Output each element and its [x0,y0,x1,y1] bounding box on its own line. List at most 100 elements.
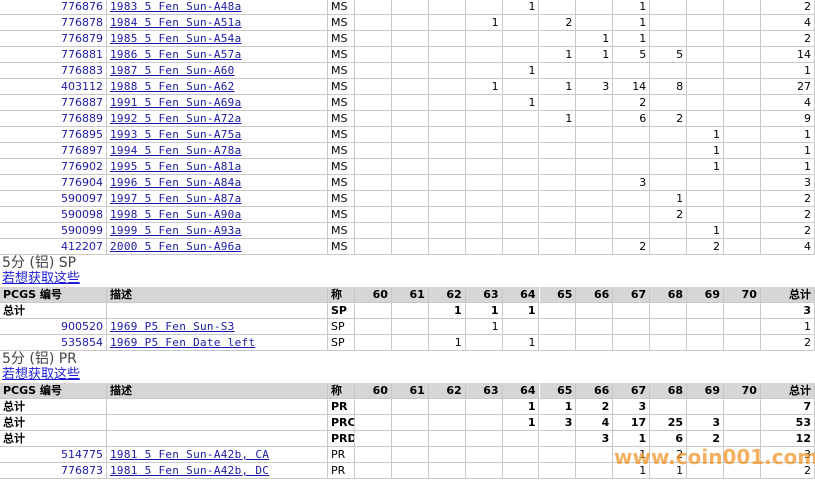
grade-count [724,95,761,111]
unlock-link[interactable]: 若想获取这些 [2,367,81,382]
total-count: 12 [760,431,815,447]
description[interactable]: 1993 5 Fen Sun-A75a [107,127,328,143]
grade-count [428,79,466,95]
column-header: 总计 [760,383,815,399]
pcgs-number[interactable]: 776902 [0,159,107,175]
description[interactable]: 1996 5 Fen Sun-A84a [107,175,328,191]
description[interactable]: 1969 P5 Fen Date left [107,335,328,351]
pcgs-number[interactable]: 535854 [0,335,107,351]
grade-count: 2 [576,399,614,415]
description[interactable]: 1986 5 Fen Sun-A57a [107,47,328,63]
grade-count [465,191,503,207]
designation: SP [328,335,355,351]
total-label: 总计 [0,431,107,447]
pcgs-number[interactable]: 776889 [0,111,107,127]
pcgs-number[interactable]: 776873 [0,463,107,479]
grade-count: 1 [465,319,503,335]
pcgs-number[interactable]: 776887 [0,95,107,111]
description[interactable]: 1969 P5 Fen Sun-S3 [107,319,328,335]
pcgs-number[interactable]: 590099 [0,223,107,239]
grade-count [428,0,466,15]
description[interactable]: 1987 5 Fen Sun-A60 [107,63,328,79]
description[interactable]: 1981 5 Fen Sun-A42b, DC [107,463,328,479]
grade-count [428,127,466,143]
description[interactable]: 1995 5 Fen Sun-A81a [107,159,328,175]
grade-count [355,399,392,415]
grade-count [539,31,577,47]
pcgs-number[interactable]: 776883 [0,63,107,79]
grade-count [724,415,761,431]
grade-count: 1 [502,335,540,351]
pcgs-number[interactable]: 403112 [0,79,107,95]
grade-count [687,447,724,463]
grade-count [650,143,688,159]
designation: MS [328,79,355,95]
description[interactable]: 1994 5 Fen Sun-A78a [107,143,328,159]
grade-count [687,111,724,127]
description[interactable]: 1998 5 Fen Sun-A90a [107,207,328,223]
grade-count [465,223,503,239]
pcgs-number[interactable]: 900520 [0,319,107,335]
grade-count [687,175,724,191]
unlock-link[interactable]: 若想获取这些 [2,271,81,286]
grade-count [687,463,724,479]
grade-count [391,303,429,319]
grade-count [613,223,651,239]
description[interactable]: 1988 5 Fen Sun-A62 [107,79,328,95]
description[interactable]: 1984 5 Fen Sun-A51a [107,15,328,31]
description[interactable]: 1991 5 Fen Sun-A69a [107,95,328,111]
column-header: 61 [391,383,429,399]
grade-count [465,63,503,79]
designation: MS [328,207,355,223]
grade-count: 3 [613,175,651,191]
grade-count [650,31,688,47]
pcgs-number[interactable]: 590097 [0,191,107,207]
grade-count [465,175,503,191]
grade-count [576,207,614,223]
grade-count [539,303,577,319]
description[interactable]: 1999 5 Fen Sun-A93a [107,223,328,239]
grade-count: 8 [650,79,688,95]
description[interactable]: 1981 5 Fen Sun-A42b, CA [107,447,328,463]
pcgs-number[interactable]: 514775 [0,447,107,463]
description[interactable]: 1985 5 Fen Sun-A54a [107,31,328,47]
description[interactable]: 1997 5 Fen Sun-A87a [107,191,328,207]
grade-count: 1 [576,47,614,63]
grade-count [724,335,761,351]
pcgs-number[interactable]: 776904 [0,175,107,191]
column-header: 70 [724,287,761,303]
description[interactable]: 1992 5 Fen Sun-A72a [107,111,328,127]
grade-count [502,111,540,127]
grade-count [502,143,540,159]
grade-count: 1 [650,191,688,207]
pcgs-number[interactable]: 776895 [0,127,107,143]
column-header: 67 [613,287,651,303]
column-header: 62 [428,287,466,303]
grade-count [650,15,688,31]
total-count: 2 [760,335,815,351]
pcgs-number[interactable]: 776879 [0,31,107,47]
grade-count [539,63,577,79]
grade-count [687,207,724,223]
pcgs-number[interactable]: 776878 [0,15,107,31]
grade-count [355,191,392,207]
grade-count: 2 [613,239,651,255]
description[interactable]: 2000 5 Fen Sun-A96a [107,239,328,255]
pcgs-number[interactable]: 412207 [0,239,107,255]
grade-count [613,303,651,319]
pcgs-number[interactable]: 776897 [0,143,107,159]
grade-count [428,191,466,207]
grade-count [539,223,577,239]
pcgs-number[interactable]: 590098 [0,207,107,223]
pcgs-number[interactable]: 776881 [0,47,107,63]
grade-count [613,335,651,351]
grade-count [428,63,466,79]
description[interactable]: 1983 5 Fen Sun-A48a [107,0,328,15]
pcgs-number[interactable]: 776876 [0,0,107,15]
grade-count [650,159,688,175]
grade-count: 1 [539,47,577,63]
total-count: 2 [760,463,815,479]
grade-count [355,15,392,31]
grade-count [355,63,392,79]
total-label: 总计 [0,399,107,415]
